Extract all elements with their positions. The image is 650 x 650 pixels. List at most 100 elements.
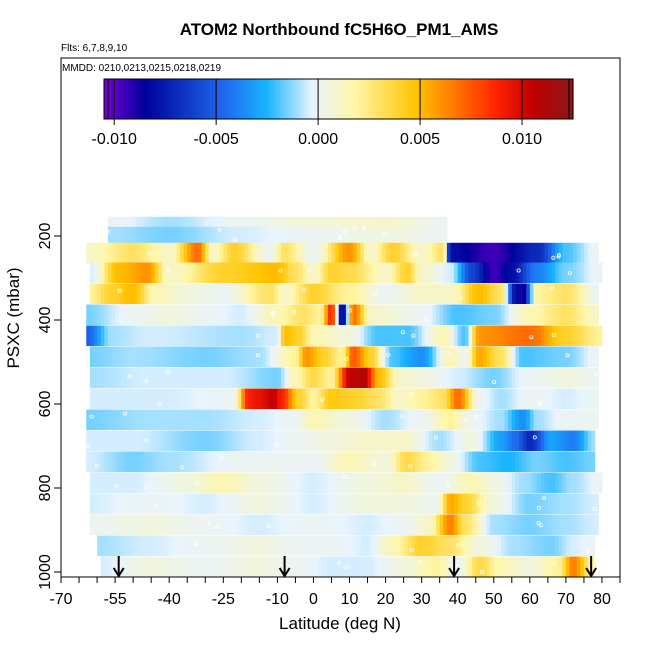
heatmap-cell (371, 493, 376, 515)
heatmap-cell (97, 367, 102, 389)
colorbar-swatch (118, 79, 123, 119)
heatmap-cell (273, 242, 278, 264)
heatmap-cell (407, 514, 412, 536)
heatmap-cell (583, 493, 589, 515)
heatmap-cell (219, 388, 224, 410)
heatmap-cell (172, 430, 177, 452)
heatmap-cell (396, 409, 401, 431)
heatmap-cell (244, 304, 250, 326)
heatmap-cell (100, 514, 105, 536)
heatmap-cell (414, 325, 419, 347)
heatmap-cell (475, 325, 480, 347)
heatmap-cell (180, 493, 185, 515)
heatmap-row (89, 514, 599, 536)
heatmap-cell (482, 388, 488, 410)
heatmap-cell (133, 242, 138, 264)
heatmap-cell (198, 451, 203, 473)
heatmap-cell (158, 388, 163, 410)
heatmap-cell (486, 388, 491, 410)
heatmap-cell (573, 556, 578, 577)
heatmap-cell (410, 226, 415, 248)
heatmap-cell (107, 346, 112, 368)
heatmap-cell (115, 409, 120, 431)
heatmap-cell (223, 430, 228, 452)
heatmap-cell (198, 283, 203, 305)
heatmap-cell (522, 514, 527, 536)
heatmap-cell (262, 226, 268, 248)
heatmap-cell (226, 226, 232, 248)
heatmap-cell (591, 451, 596, 473)
heatmap-cell (580, 409, 585, 431)
heatmap-cell (216, 325, 221, 347)
heatmap-cell (396, 388, 401, 410)
heatmap-cell (320, 514, 325, 536)
heatmap-cell (573, 535, 578, 557)
heatmap-cell (526, 493, 531, 515)
heatmap-cell (345, 535, 351, 557)
heatmap-cell (490, 451, 495, 473)
heatmap-cell (317, 409, 322, 431)
heatmap-cell (454, 283, 459, 305)
heatmap-cell (208, 388, 213, 410)
heatmap-cell (573, 304, 578, 326)
heatmap-cell (490, 346, 495, 368)
colorbar-swatch (326, 79, 331, 119)
heatmap-cell (237, 283, 242, 305)
heatmap-row (89, 283, 599, 305)
heatmap-cell (533, 472, 538, 494)
heatmap-cell (299, 346, 304, 368)
heatmap-cell (515, 242, 520, 264)
heatmap-cell (198, 226, 203, 248)
colorbar-swatch (347, 79, 351, 119)
heatmap-cell (147, 242, 152, 264)
heatmap-cell (522, 430, 527, 452)
heatmap-cell (432, 242, 437, 264)
heatmap-cell (122, 226, 127, 248)
heatmap-cell (140, 472, 145, 494)
heatmap-cell (190, 451, 195, 473)
colorbar-swatch (473, 79, 477, 119)
heatmap-cell (573, 430, 578, 452)
heatmap-cell (136, 346, 141, 368)
heatmap-cell (208, 556, 213, 577)
heatmap-cell (439, 388, 444, 410)
heatmap-cell (125, 325, 131, 347)
sample-point (594, 372, 599, 377)
heatmap-cell (324, 578, 328, 599)
heatmap-cell (198, 388, 203, 410)
heatmap-cell (396, 535, 401, 557)
heatmap-cell (381, 556, 387, 577)
heatmap-cell (349, 493, 354, 515)
heatmap-cell (392, 556, 397, 577)
heatmap-cell (299, 493, 304, 515)
heatmap-cell (161, 367, 167, 389)
heatmap-cell (414, 451, 419, 473)
heatmap-cell (313, 304, 318, 326)
heatmap-cell (104, 242, 109, 264)
heatmap-cell (353, 226, 358, 248)
heatmap-cell (335, 304, 340, 326)
heatmap-cell (111, 304, 116, 326)
heatmap-cell (522, 388, 527, 410)
heatmap-cell (461, 325, 466, 347)
heatmap-cell (407, 325, 412, 347)
heatmap-cell (133, 388, 138, 410)
heatmap-cell (133, 493, 138, 515)
colorbar-swatch (505, 79, 510, 119)
heatmap-cell (439, 242, 444, 264)
heatmap-cell (205, 325, 210, 347)
heatmap-cell (115, 451, 120, 473)
heatmap-cell (360, 367, 365, 389)
heatmap-cell (464, 346, 470, 368)
heatmap-cell (180, 409, 185, 431)
heatmap-cell (421, 430, 426, 452)
heatmap-cell (277, 325, 282, 347)
heatmap-cell (576, 262, 581, 284)
colorbar-swatch (350, 79, 354, 119)
heatmap-cell (194, 514, 199, 536)
heatmap-cell (425, 451, 430, 473)
heatmap-cell (540, 325, 545, 347)
heatmap-cell (241, 325, 246, 347)
heatmap-cell (201, 283, 206, 305)
heatmap-cell (407, 578, 411, 599)
